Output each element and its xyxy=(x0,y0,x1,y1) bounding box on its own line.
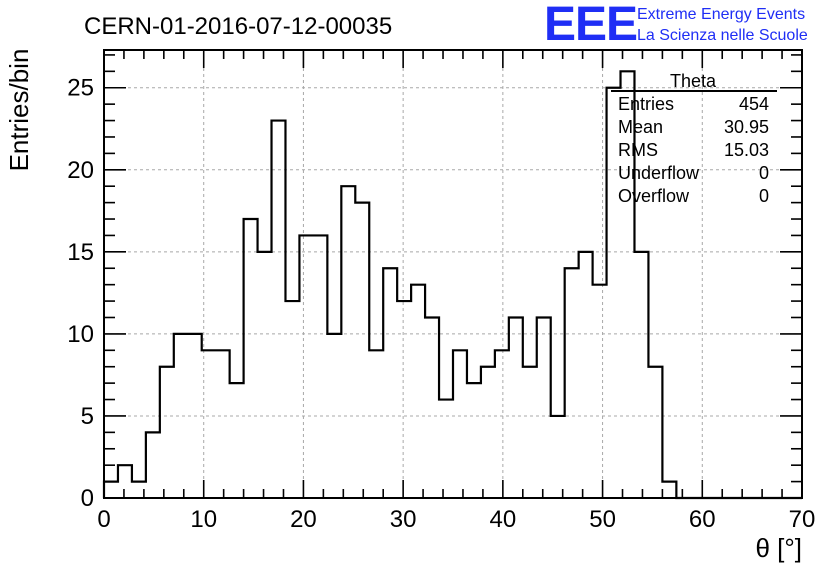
histogram-bin xyxy=(327,334,341,498)
x-tick-label: 30 xyxy=(390,506,417,533)
x-tick-label: 60 xyxy=(689,506,716,533)
x-tick-label: 40 xyxy=(490,506,517,533)
x-tick-label: 70 xyxy=(789,506,816,533)
histogram-bin xyxy=(341,186,355,498)
y-tick-label: 15 xyxy=(67,239,94,266)
chart-title: CERN-01-2016-07-12-00035 xyxy=(84,13,392,40)
histogram-bin xyxy=(662,482,676,498)
stats-rms-value: 15.03 xyxy=(724,140,769,160)
histogram-bin xyxy=(118,465,132,498)
histogram-bin xyxy=(355,203,369,498)
stats-overflow-value: 0 xyxy=(759,186,769,206)
histogram-bin xyxy=(146,432,160,498)
histogram-bin xyxy=(648,367,662,498)
histogram-bin xyxy=(579,252,593,498)
histogram-bin xyxy=(104,482,118,498)
histogram-line xyxy=(102,70,802,500)
histogram-bin xyxy=(285,301,299,498)
histogram-bin xyxy=(593,285,607,498)
x-axis-title: θ [°] xyxy=(755,533,802,563)
eee-logo-line-2: La Scienza nelle Scuole xyxy=(637,27,808,44)
histogram-bin xyxy=(313,235,327,498)
stats-mean-value: 30.95 xyxy=(724,117,769,137)
histogram-bin xyxy=(495,350,509,498)
histogram-bin xyxy=(216,350,230,498)
stats-entries-value: 454 xyxy=(739,94,769,114)
histogram-bin xyxy=(258,252,272,498)
x-axis-labels: 0 10 20 30 40 50 60 70 xyxy=(97,506,815,533)
histogram-bin xyxy=(453,350,467,498)
x-tick-label: 10 xyxy=(190,506,217,533)
histogram-bin xyxy=(230,383,244,498)
histogram-bin xyxy=(425,317,439,498)
x-tick-label: 20 xyxy=(290,506,317,533)
x-tick-label: 0 xyxy=(97,506,110,533)
y-tick-label: 0 xyxy=(81,485,94,512)
stats-box-title: Theta xyxy=(670,71,717,91)
histogram-bin xyxy=(634,252,648,498)
histogram-bin xyxy=(299,235,313,498)
histogram-bin xyxy=(397,301,411,498)
histogram-bin xyxy=(509,317,523,498)
histogram-bin xyxy=(132,482,146,498)
plot-frame xyxy=(103,49,803,499)
histogram-layer xyxy=(102,70,802,500)
histogram-bin xyxy=(565,268,579,498)
stats-box: Theta Entries 454 Mean 30.95 RMS 15.03 U… xyxy=(611,71,777,206)
histogram-bin xyxy=(174,334,188,498)
y-tick-label: 5 xyxy=(81,403,94,430)
stats-entries-label: Entries xyxy=(618,94,674,114)
histogram-bin xyxy=(523,367,537,498)
y-axis-title: Entries/bin xyxy=(4,49,34,172)
stats-underflow-label: Underflow xyxy=(618,163,700,183)
histogram-bin xyxy=(537,317,551,498)
histogram-bin xyxy=(551,416,565,498)
y-tick-label: 10 xyxy=(67,321,94,348)
histogram-bin xyxy=(411,285,425,498)
stats-overflow-label: Overflow xyxy=(618,186,690,206)
x-tick-label: 50 xyxy=(589,506,616,533)
stats-underflow-value: 0 xyxy=(759,163,769,183)
histogram-bin xyxy=(369,350,383,498)
histogram-bin xyxy=(202,350,216,498)
histogram-bin xyxy=(383,268,397,498)
stats-rms-label: RMS xyxy=(618,140,658,160)
histogram-bin xyxy=(481,367,495,498)
eee-logo-line-1: Extreme Energy Events xyxy=(637,6,805,23)
y-axis-labels: 0 5 10 15 20 25 xyxy=(67,75,94,512)
stats-mean-label: Mean xyxy=(618,117,663,137)
eee-logo-mark: EEE xyxy=(544,0,637,51)
histogram-bin xyxy=(188,334,202,498)
grid-layer xyxy=(104,50,802,498)
eee-logo: EEE Extreme Energy Events La Scienza nel… xyxy=(544,0,808,51)
histogram-bin xyxy=(439,400,453,498)
histogram-bin xyxy=(467,383,481,498)
y-tick-label: 20 xyxy=(67,157,94,184)
histogram-bin xyxy=(244,219,258,498)
histogram-bin xyxy=(160,367,174,498)
y-tick-label: 25 xyxy=(67,75,94,102)
histogram-bin xyxy=(272,121,286,498)
